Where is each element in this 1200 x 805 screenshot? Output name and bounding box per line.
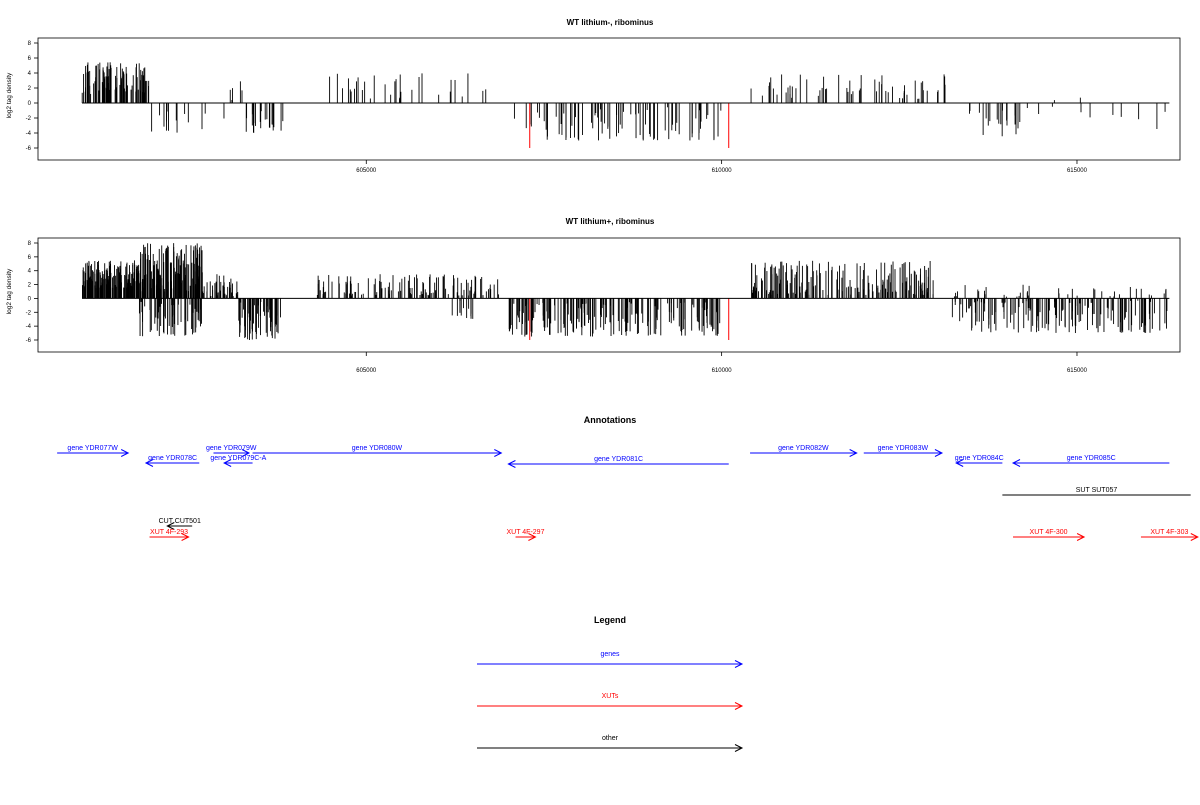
feature-label: gene YDR085C [1067,455,1116,462]
legend-arrow-head [734,702,744,710]
feature-label: gene YDR077W [67,445,118,452]
feature-gene: gene YDR083W [863,445,944,457]
feature-xut: XUT 4F-293 [149,529,190,541]
y-tick-label: -4 [26,324,32,330]
y-tick-label: 6 [28,255,32,261]
feature-gene: gene YDR085C [1011,455,1170,467]
x-tick-label: 610000 [712,168,733,174]
feature-label: XUT 4F-293 [150,529,188,536]
annotations-track: Annotations gene YDR077W gene YDR078C gene… [57,415,1199,541]
y-tick-label: -4 [26,131,32,137]
arrow-head [144,459,154,467]
feature-label: CUT CUT501 [159,518,201,525]
annotations-title: Annotations [584,415,637,425]
panel-lithium-minus: WT lithium-, ribominus -6 -4 -2 0 2 4 6 8 log2 ta… [6,18,1181,174]
feature-label: XUT 4F-300 [1030,529,1068,536]
feature-xut: XUT 4F-297 [506,529,545,541]
feature-label: SUT SUT057 [1076,487,1118,494]
x-tick-label: 605000 [356,368,377,374]
feature-other: CUT CUT501 [159,518,201,530]
y-tick-label: 6 [28,56,32,62]
panel-title: WT lithium+, ribominus [566,217,655,226]
x-tick-label: 610000 [712,368,733,374]
y-axis-label: log2 tag density [6,72,13,118]
arrow-head [494,449,503,457]
arrow-head [507,460,516,468]
feature-label: gene YDR082W [778,445,829,452]
feature-label: gene YDR080W [352,445,403,452]
x-tick-label: 615000 [1067,368,1088,374]
feature-label: gene YDR079W [206,445,257,452]
feature-label: gene YDR083W [878,445,929,452]
legend-label-xuts: XUTs [602,693,619,700]
y-tick-label: -2 [26,116,32,122]
x-tick-label: 615000 [1067,168,1088,174]
y-tick-label: 8 [28,241,32,247]
arrow-head [223,459,232,467]
y-tick-label: -2 [26,310,32,316]
arrow-head [528,533,537,541]
feature-xut: XUT 4F-303 [1140,529,1199,541]
feature-label: XUT 4F-297 [506,529,544,536]
legend-title: Legend [594,615,626,625]
arrow-head [241,449,251,457]
y-tick-label: 2 [28,86,32,92]
arrow-head [181,533,190,541]
y-tick-label: 2 [28,283,32,289]
feature-gene: gene YDR077W [57,445,130,457]
y-tick-label: 8 [28,41,32,47]
arrow-head [934,449,944,457]
arrow-head [955,459,964,467]
y-tick-label: -6 [26,146,32,152]
arrow-head [1190,533,1199,541]
feature-label: gene YDR084C [955,455,1004,462]
x-tick-label: 605000 [356,168,377,174]
y-tick-label: -6 [26,338,32,344]
legend-label-other: other [602,735,619,742]
feature-gene: gene YDR079W [206,445,257,457]
legend-arrow-head [734,660,744,668]
plot-frame [37,37,1181,161]
feature-gene: gene YDR078C [144,455,200,467]
y-tick-label: 0 [28,296,32,302]
legend-label-genes: genes [600,651,620,658]
feature-xut: XUT 4F-300 [1013,529,1086,541]
panel-title: WT lithium-, ribominus [567,18,654,27]
y-tick-label: 4 [28,71,32,77]
feature-label: gene YDR078C [148,455,197,462]
feature-gene: gene YDR080W [252,445,503,457]
arrow-head [120,449,130,457]
arrow-head [166,522,175,530]
y-tick-label: 0 [28,101,32,107]
feature-other: SUT SUT057 [1002,487,1191,496]
legend: Legend genes XUTs other [477,615,744,752]
panel-lithium-plus: WT lithium+, ribominus -6 -4 -2 0 2 4 6 8 log2 ta… [6,217,1181,374]
feature-label: gene YDR081C [594,456,643,463]
arrow-head [849,449,858,457]
feature-label: XUT 4F-303 [1150,529,1188,536]
signal-bars [81,243,1168,340]
y-axis-label: log2 tag density [6,268,13,314]
feature-label: gene YDR079C-A [210,455,266,462]
plot-frame [37,237,1181,353]
feature-gene: gene YDR079C-A [210,455,267,467]
signal-bars [81,62,1166,148]
feature-gene: gene YDR081C [507,456,729,468]
legend-arrow-head [734,744,744,752]
arrow-head [1011,459,1021,467]
arrow-head [1076,533,1086,541]
feature-gene: gene YDR082W [750,445,858,457]
y-tick-label: 4 [28,269,32,275]
feature-gene: gene YDR084C [955,455,1004,467]
